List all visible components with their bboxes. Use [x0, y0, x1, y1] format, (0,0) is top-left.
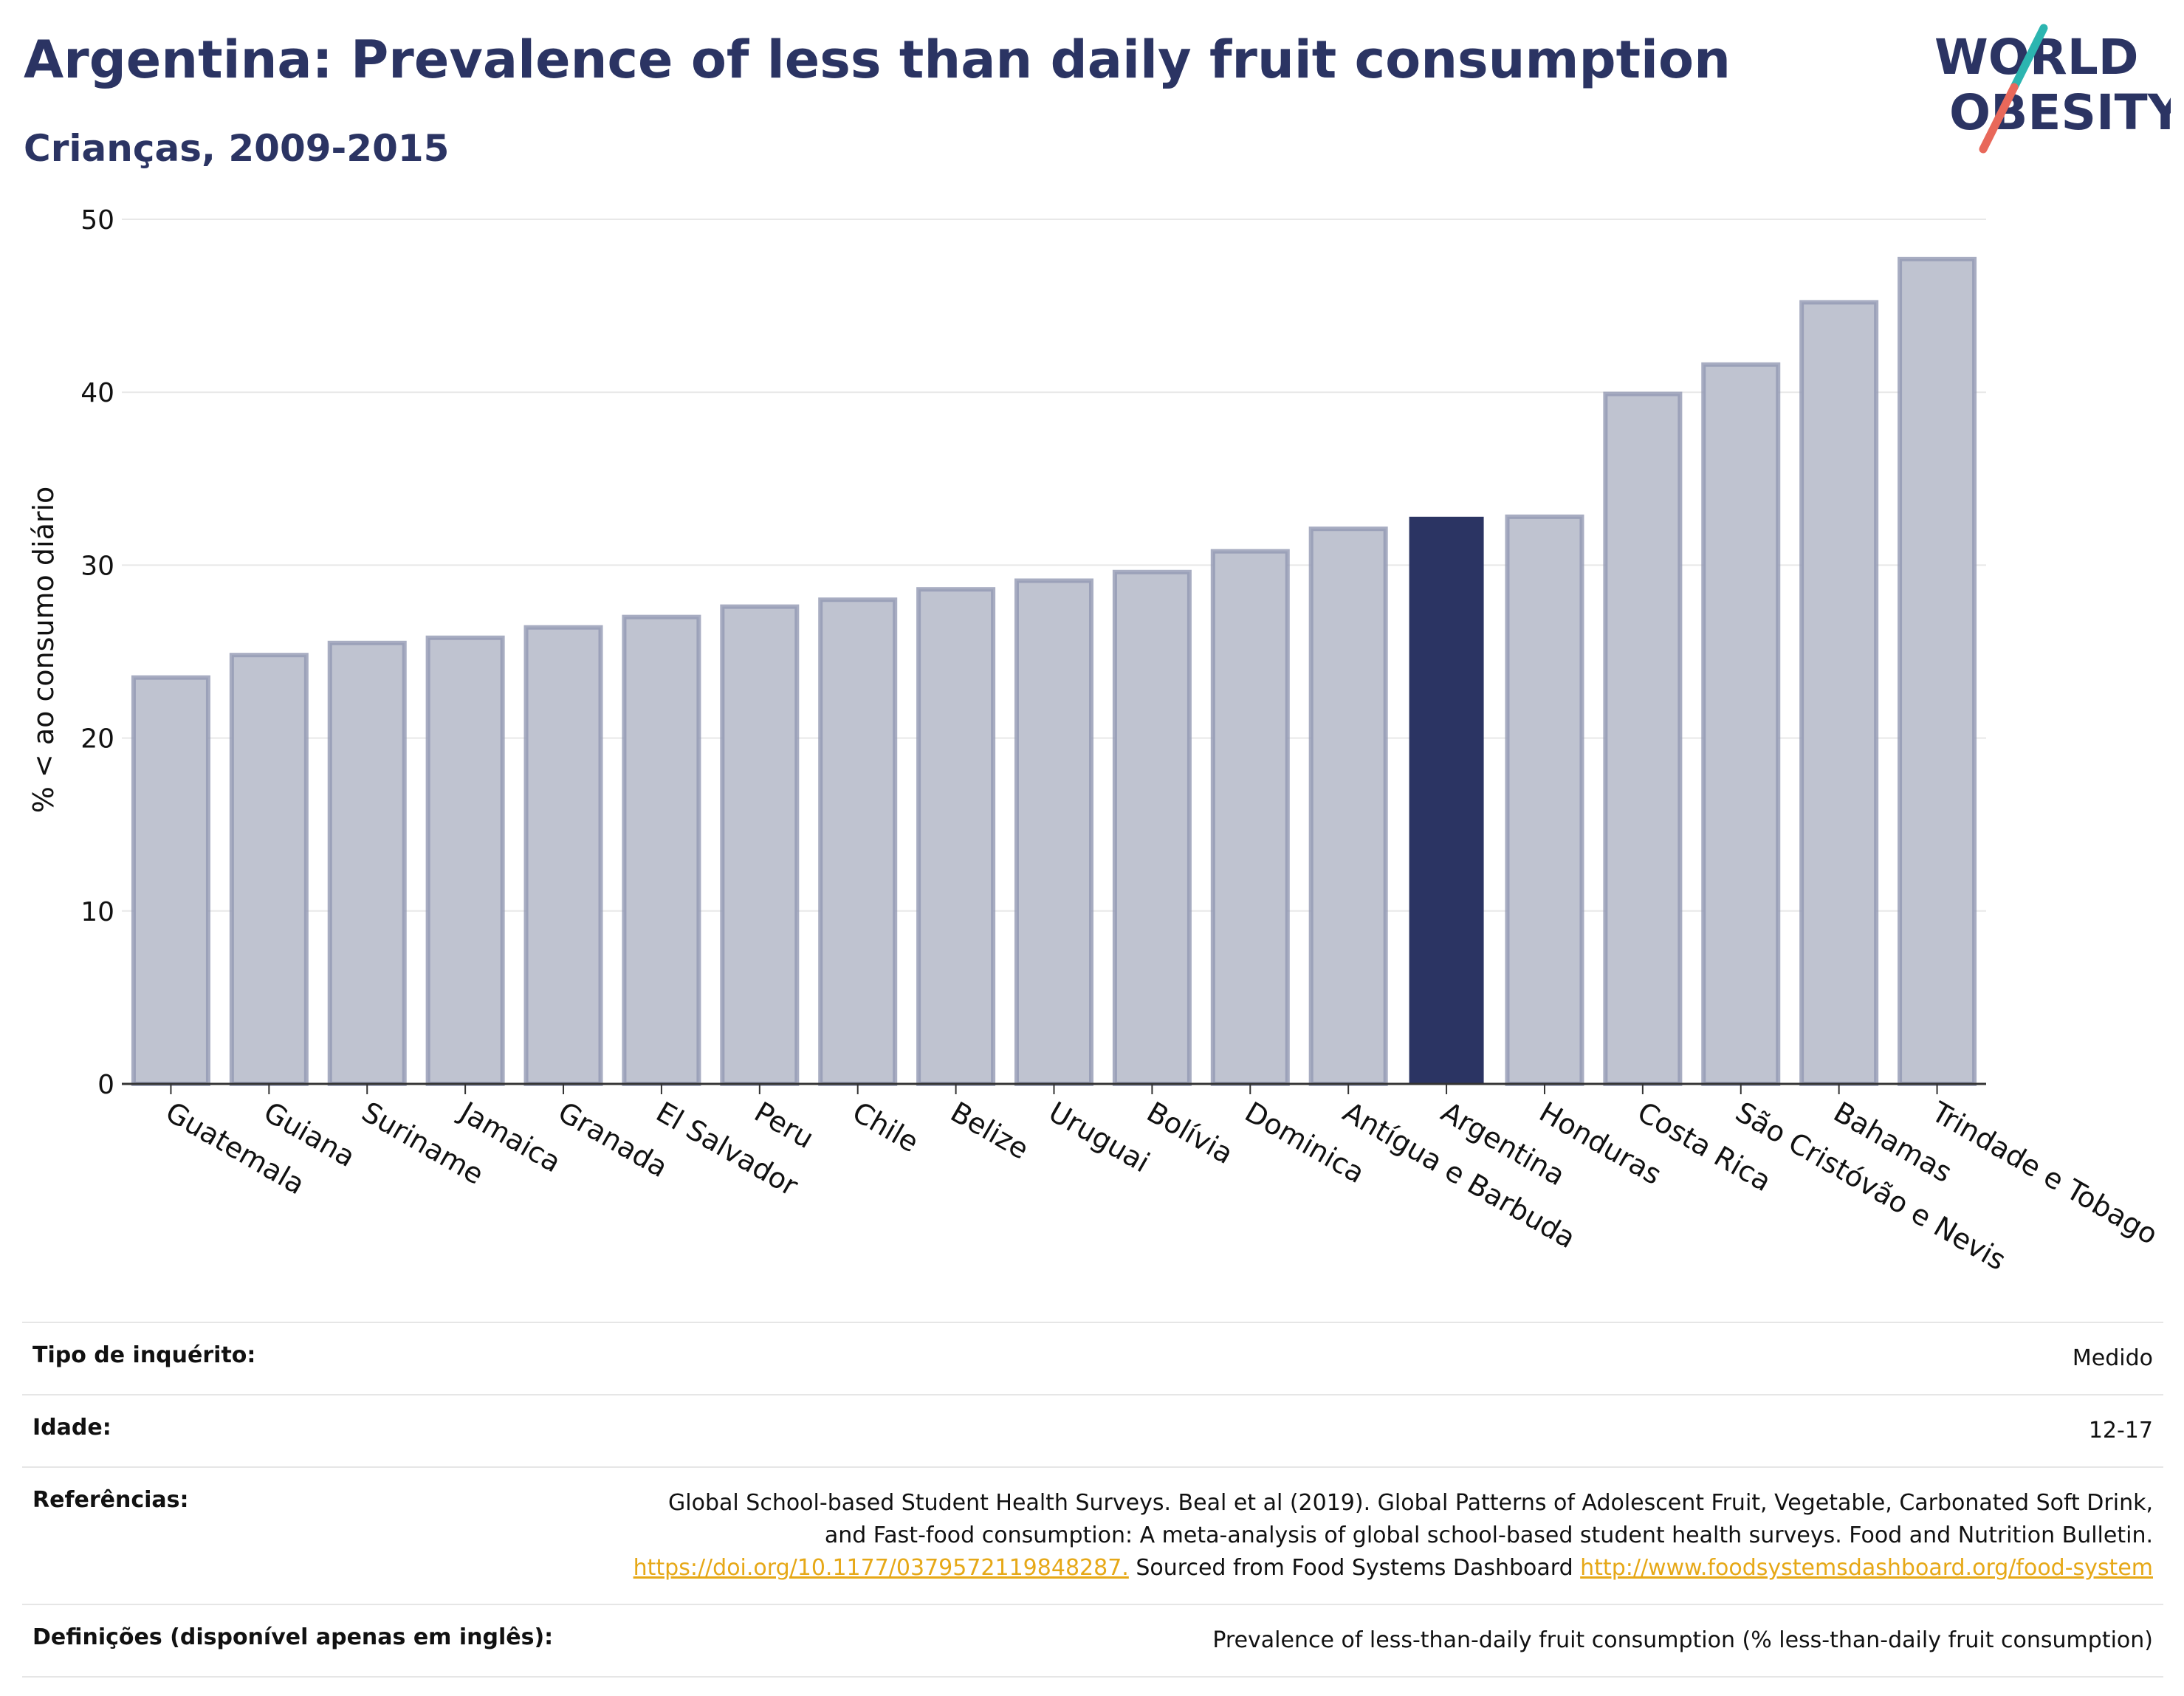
- age-label: Idade:: [32, 1415, 111, 1441]
- bar-suriname: [327, 640, 407, 1086]
- bar-jamaica: [425, 635, 505, 1086]
- bar-costa-rica: [1603, 391, 1683, 1086]
- references-sourced-text: Sourced from Food Systems Dashboard: [1128, 1555, 1581, 1581]
- age-value: 12-17: [2088, 1418, 2153, 1443]
- x-tick-label: Bolívia: [1141, 1096, 1239, 1170]
- survey-type-value: Medido: [2072, 1345, 2153, 1371]
- bar-trindade-e-tobago: [1898, 256, 1977, 1087]
- bar-peru: [720, 604, 800, 1086]
- definitions-row: Definições (disponível apenas em inglês)…: [22, 1604, 2163, 1678]
- y-tick-label: 30: [80, 551, 114, 581]
- page-title: Argentina: Prevalence of less than daily…: [24, 30, 1731, 90]
- bar-dominica: [1210, 549, 1290, 1086]
- y-axis-label: % < ao consumo diário: [27, 487, 60, 814]
- references-row: Referências: Global School-based Student…: [22, 1466, 2163, 1604]
- definitions-label: Definições (disponível apenas em inglês)…: [32, 1624, 554, 1650]
- bar-s-o-crist-v-o-e-nevis: [1701, 362, 1781, 1086]
- logo-line2: OBESITY: [1949, 84, 2171, 141]
- bars: [131, 256, 1977, 1087]
- bar-el-salvador: [622, 614, 701, 1086]
- food-systems-link[interactable]: http://www.foodsystemsdashboard.org/food…: [1580, 1555, 2153, 1581]
- survey-type-row: Tipo de inquérito: Medido: [22, 1322, 2163, 1394]
- y-tick-label: 20: [80, 724, 114, 755]
- bar-uruguai: [1014, 578, 1093, 1086]
- y-tick-label: 0: [97, 1070, 114, 1100]
- logo-slash-coral: [1979, 83, 2019, 154]
- bar-chart: 01020304050GuatemalaGuianaSurinameJamaic…: [27, 205, 2163, 1277]
- references-label: Referências:: [32, 1487, 189, 1513]
- bar-honduras: [1505, 514, 1584, 1086]
- bar-granada: [523, 625, 603, 1086]
- bar-guiana: [229, 653, 309, 1086]
- bar-bol-via: [1112, 569, 1192, 1086]
- references-line-1: Global School-based Student Health Surve…: [668, 1490, 2153, 1516]
- bar-chile: [818, 597, 898, 1086]
- definitions-value: Prevalence of less-than-daily fruit cons…: [1212, 1627, 2153, 1653]
- x-tick-label: Granada: [553, 1096, 673, 1184]
- y-tick-label: 10: [80, 897, 114, 927]
- bar-bahamas: [1799, 300, 1879, 1086]
- x-tick-label: Uruguai: [1043, 1096, 1155, 1179]
- y-tick-label: 50: [80, 205, 114, 236]
- bar-ant-gua-e-barbuda: [1308, 526, 1388, 1086]
- world-obesity-logo: WORLD OBESITY: [1934, 24, 2171, 154]
- x-tick-label: Belize: [945, 1096, 1034, 1166]
- x-tick-label: Peru: [749, 1096, 819, 1155]
- bar-argentina: [1409, 516, 1484, 1084]
- doi-link[interactable]: https://doi.org/10.1177/0379572119848287…: [633, 1555, 1129, 1581]
- logo-slash-teal: [2010, 24, 2048, 92]
- x-tick-label: Chile: [847, 1096, 924, 1159]
- bar-belize: [916, 587, 996, 1086]
- metadata-table: Tipo de inquérito: Medido Idade: 12-17 R…: [22, 1322, 2163, 1678]
- age-row: Idade: 12-17: [22, 1394, 2163, 1466]
- y-tick-label: 40: [80, 378, 114, 408]
- bar-guatemala: [131, 675, 210, 1086]
- references-value: Global School-based Student Health Surve…: [633, 1487, 2153, 1585]
- references-line-2: and Fast-food consumption: A meta-analys…: [824, 1522, 2153, 1548]
- axes: [122, 1082, 1986, 1094]
- page-subtitle: Crianças, 2009-2015: [24, 127, 450, 170]
- survey-type-label: Tipo de inquérito:: [32, 1342, 256, 1368]
